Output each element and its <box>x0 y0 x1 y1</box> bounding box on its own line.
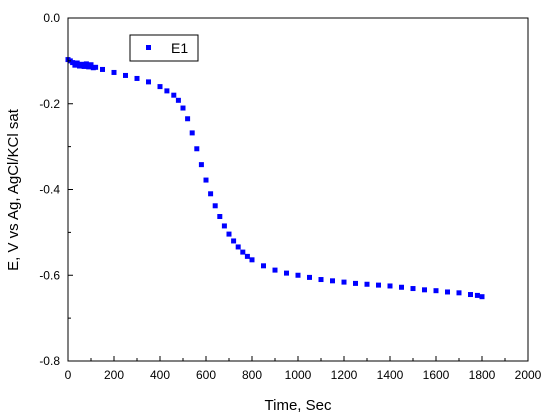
x-tick-label: 2000 <box>515 368 542 382</box>
y-tick-label: -0.2 <box>39 97 60 111</box>
data-point <box>479 294 485 300</box>
y-axis-title: E, V vs Ag, AgCl/KCl sat <box>5 108 22 271</box>
legend: E1 <box>129 34 199 62</box>
data-point <box>399 284 404 290</box>
legend-box <box>129 34 199 62</box>
data-point <box>93 64 99 70</box>
data-point <box>456 290 462 296</box>
data-point <box>422 287 427 293</box>
x-tick-label: 0 <box>65 368 72 382</box>
data-point <box>100 66 105 72</box>
plot-frame <box>67 17 529 362</box>
x-tick-label: 600 <box>196 368 216 382</box>
data-point <box>81 63 87 69</box>
data-point <box>272 267 278 273</box>
data-point <box>194 146 200 152</box>
data-point <box>231 238 237 244</box>
y-tick-label: 0.0 <box>43 11 60 25</box>
y-axis: 0.0 -0.2 -0.4 -0.6 -0.8 <box>39 11 73 368</box>
data-point <box>74 60 80 66</box>
data-point <box>249 257 255 263</box>
data-point <box>341 279 347 285</box>
data-point <box>307 274 312 280</box>
data-point <box>261 263 266 269</box>
x-tick-label: 1000 <box>285 368 312 382</box>
data-point <box>445 289 450 295</box>
data-point <box>295 272 301 278</box>
data-point <box>198 162 204 168</box>
data-point <box>134 75 140 81</box>
data-point <box>217 214 223 220</box>
data-point <box>212 203 218 209</box>
x-tick-label: 1400 <box>377 368 404 382</box>
y-tick-label: -0.6 <box>39 268 60 282</box>
data-point <box>221 223 227 229</box>
data-point <box>244 253 250 259</box>
data-point <box>364 281 370 287</box>
data-point <box>226 231 232 237</box>
data-point <box>175 97 181 103</box>
data-point <box>240 249 246 255</box>
data-point <box>146 79 151 85</box>
data-point <box>185 116 191 122</box>
data-point <box>189 130 195 136</box>
data-point <box>203 177 209 183</box>
data-point <box>171 92 177 98</box>
data-point <box>433 288 439 294</box>
data-point <box>208 191 214 197</box>
legend-label-e1: E1 <box>171 40 188 56</box>
y-tick-label: -0.8 <box>39 354 60 368</box>
data-point <box>123 72 128 78</box>
series-e1 <box>65 57 485 300</box>
data-point <box>111 69 117 75</box>
data-point <box>353 280 358 286</box>
data-point <box>157 84 163 90</box>
data-point <box>88 62 94 68</box>
data-point <box>164 88 170 94</box>
x-axis: 0 200 400 600 800 1000 1200 1400 1600 1800 2000 <box>65 356 542 382</box>
data-point <box>235 244 241 250</box>
x-tick-label: 1600 <box>423 368 450 382</box>
data-point <box>284 270 289 276</box>
data-point <box>70 60 76 66</box>
data-point <box>376 282 381 288</box>
x-axis-title: Time, Sec <box>265 397 332 414</box>
x-tick-label: 200 <box>104 368 124 382</box>
data-point <box>318 277 324 283</box>
x-tick-label: 800 <box>242 368 262 382</box>
x-tick-label: 1800 <box>469 368 496 382</box>
data-point <box>330 278 335 284</box>
data-point <box>468 292 473 298</box>
data-point <box>410 286 416 292</box>
x-tick-label: 1200 <box>331 368 358 382</box>
legend-marker-e1 <box>146 45 151 50</box>
plot-series <box>65 57 485 300</box>
data-point <box>180 105 186 111</box>
data-point <box>474 292 480 298</box>
data-point <box>387 283 393 289</box>
x-tick-label: 400 <box>150 368 170 382</box>
y-tick-label: -0.4 <box>39 183 60 197</box>
data-point <box>83 61 89 67</box>
